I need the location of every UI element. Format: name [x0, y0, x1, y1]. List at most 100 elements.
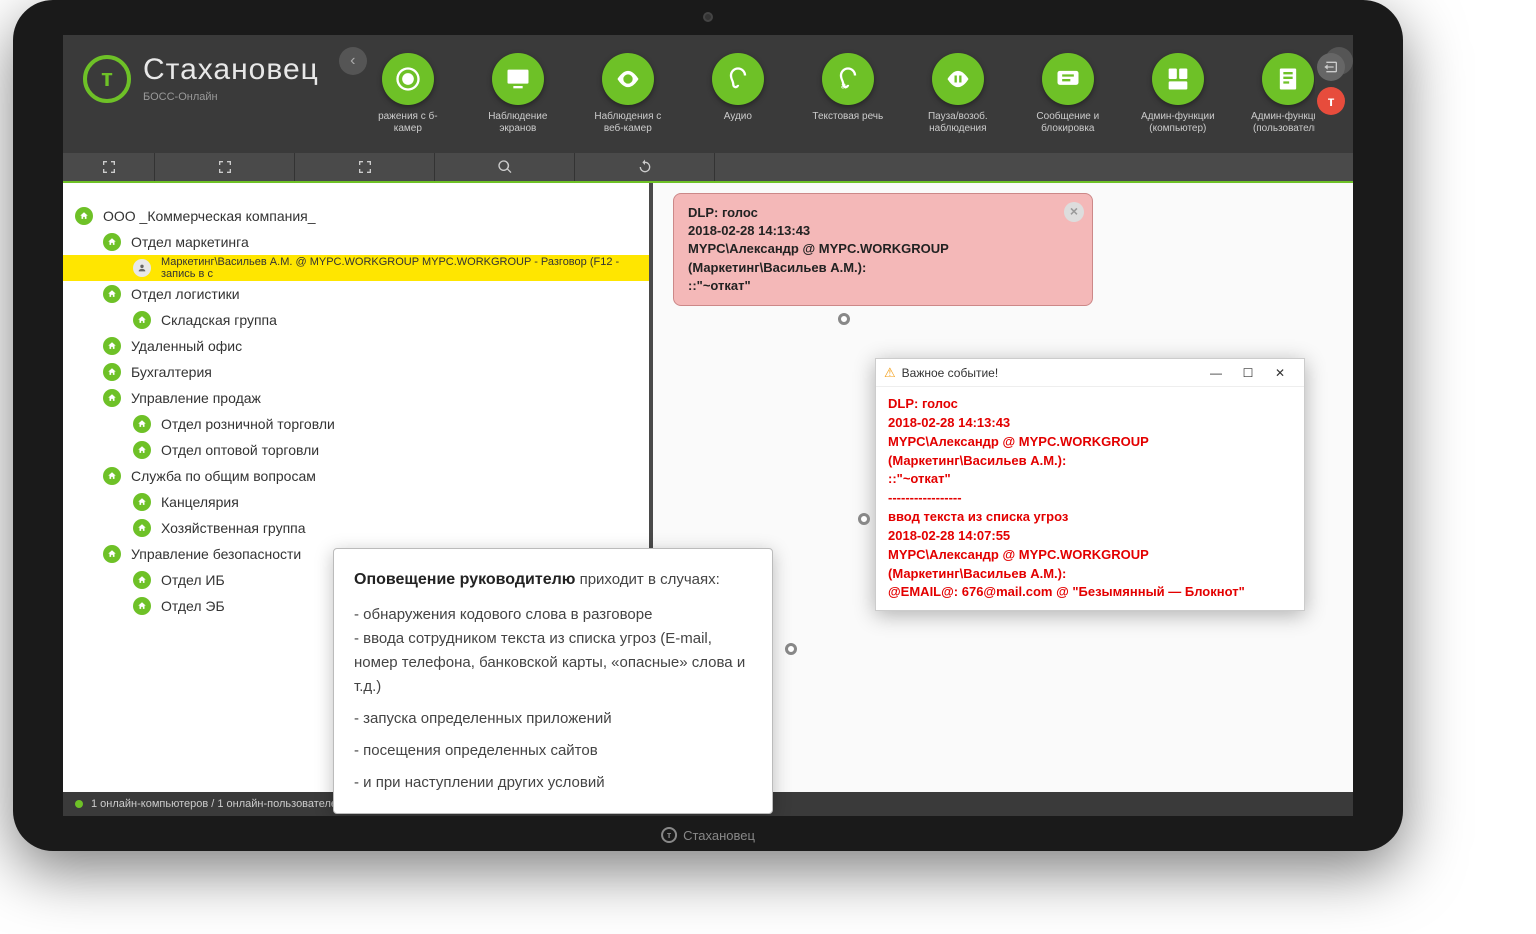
toolbar-label: Наблюдения с веб-камер	[587, 111, 669, 135]
warning-icon: ⚠	[884, 365, 896, 381]
home-icon	[103, 545, 121, 563]
tree-item[interactable]: Отдел маркетинга	[63, 229, 649, 255]
popup-line: MYPC\Александр @ MYPC.WORKGROUP	[888, 433, 1292, 452]
tree-label: Отдел логистики	[131, 286, 240, 302]
popup-titlebar: ⚠ Важное событие! — ☐ ✕	[876, 359, 1304, 387]
webcam-icon	[382, 53, 434, 105]
toolbar-ear-text[interactable]: a Текстовая речь	[807, 53, 889, 123]
logo-block: т Стахановец БОСС-Онлайн	[63, 35, 339, 123]
main-toolbar: ражения с б-камер Наблюдение экранов Наблю…	[367, 35, 1315, 135]
home-icon	[103, 389, 121, 407]
logout-button[interactable]	[1317, 53, 1345, 81]
toolbar-label: ражения с б-камер	[367, 111, 449, 135]
toolbar-eye-cam[interactable]: Наблюдения с веб-камер	[587, 53, 669, 135]
admin-user-icon	[1262, 53, 1314, 105]
tree-item[interactable]: Канцелярия	[63, 489, 649, 515]
tree-label: Складская группа	[161, 312, 277, 328]
header-side-buttons: т	[1317, 53, 1345, 115]
popup-line: MYPC\Александр @ MYPC.WORKGROUP	[888, 546, 1292, 565]
logo-icon: т	[83, 55, 131, 103]
toolbar-message[interactable]: Сообщение и блокировка	[1027, 53, 1109, 135]
toolbar-webcam[interactable]: ражения с б-камер	[367, 53, 449, 135]
admin-pc-icon	[1152, 53, 1204, 105]
close-icon[interactable]: ×	[1064, 202, 1084, 222]
close-button[interactable]: ✕	[1264, 366, 1296, 380]
view-mode-1[interactable]	[63, 153, 155, 181]
screen-icon	[492, 53, 544, 105]
brand-title: Стахановец	[143, 53, 319, 87]
popup-line: ввод текста из списка угроз	[888, 508, 1292, 527]
tree-label: Хозяйственная группа	[161, 520, 306, 536]
tree-item[interactable]: Управление продаж	[63, 385, 649, 411]
popup-line: @EMAIL@: 676@mail.com @ "Безымянный — Бл…	[888, 583, 1292, 602]
popup-line: -----------------	[888, 489, 1292, 508]
home-icon	[103, 363, 121, 381]
toolbar-pause-eye[interactable]: Пауза/возоб. наблюдения	[917, 53, 999, 135]
tree-item[interactable]: Отдел оптовой торговли	[63, 437, 649, 463]
event-popup: ⚠ Важное событие! — ☐ ✕ DLP: голос 2018-…	[875, 358, 1305, 611]
tree-item[interactable]: Отдел логистики	[63, 281, 649, 307]
dlp-line: MYPC\Александр @ MYPC.WORKGROUP	[688, 240, 1078, 258]
toolbar-label: Текстовая речь	[812, 111, 883, 123]
toolbar-label: Сообщение и блокировка	[1027, 111, 1109, 135]
popup-line: (Маркетинг\Васильев А.М.):	[888, 565, 1292, 584]
maximize-button[interactable]: ☐	[1232, 366, 1264, 380]
info-bullet: - посещения определенных сайтов	[354, 739, 752, 763]
tree-item[interactable]: Отдел розничной торговли	[63, 411, 649, 437]
tree-label: Отдел ЭБ	[161, 598, 225, 614]
app-header: т Стахановец БОСС-Онлайн ‹ ражения с б-к…	[63, 35, 1353, 153]
toolbar-admin-user[interactable]: Админ-функции (пользователь)	[1247, 53, 1315, 135]
home-icon	[133, 415, 151, 433]
tree-item[interactable]: Удаленный офис	[63, 333, 649, 359]
svg-text:a: a	[841, 80, 847, 90]
brand-button[interactable]: т	[1317, 87, 1345, 115]
popup-line: ::"~откат"	[888, 470, 1292, 489]
popup-line: DLP: голос	[888, 395, 1292, 414]
tree-item[interactable]: Хозяйственная группа	[63, 515, 649, 541]
status-dot-icon	[75, 800, 83, 808]
toolbar-label: Аудио	[724, 111, 752, 123]
view-mode-3[interactable]	[295, 153, 435, 181]
home-icon	[133, 519, 151, 537]
home-icon	[75, 207, 93, 225]
pause-eye-icon	[932, 53, 984, 105]
view-mode-2[interactable]	[155, 153, 295, 181]
tree-item[interactable]: Бухгалтерия	[63, 359, 649, 385]
ear-icon	[712, 53, 764, 105]
toolbar-admin-pc[interactable]: Админ-функции (компьютер)	[1137, 53, 1219, 135]
home-icon	[133, 493, 151, 511]
user-icon	[133, 259, 151, 277]
dlp-line: (Маркетинг\Васильев А.М.):	[688, 259, 1078, 277]
info-bullet: - и при наступлении других условий	[354, 771, 752, 795]
refresh-button[interactable]	[575, 153, 715, 181]
tree-item[interactable]: ООО _Коммерческая компания_	[63, 203, 649, 229]
toolbar-screen[interactable]: Наблюдение экранов	[477, 53, 559, 135]
search-button[interactable]	[435, 153, 575, 181]
tablet-brand-tag: т Стахановец	[661, 827, 755, 843]
tree-label: Отдел маркетинга	[131, 234, 249, 250]
tree-label: Канцелярия	[161, 494, 239, 510]
brand-subtitle: БОСС-Онлайн	[143, 91, 218, 103]
tree-label: Отдел розничной торговли	[161, 416, 335, 432]
popup-title: Важное событие!	[902, 366, 1200, 380]
main-area: ООО _Коммерческая компания_ Отдел маркети…	[63, 183, 1353, 792]
home-icon	[103, 285, 121, 303]
connector-dot	[785, 643, 797, 655]
tree-item[interactable]: Служба по общим вопросам	[63, 463, 649, 489]
tree-label: Бухгалтерия	[131, 364, 212, 380]
connector-dot	[838, 313, 850, 325]
popup-line: (Маркетинг\Васильев А.М.):	[888, 452, 1292, 471]
home-icon	[133, 311, 151, 329]
tree-label: Управление продаж	[131, 390, 261, 406]
toolbar-ear[interactable]: Аудио	[697, 53, 779, 123]
tree-item[interactable]: Маркетинг\Васильев А.М. @ MYPC.WORKGROUP…	[63, 255, 649, 281]
tree-label: Отдел оптовой торговли	[161, 442, 319, 458]
toolbar-scroll-left[interactable]: ‹	[339, 47, 367, 75]
tree-item[interactable]: Складская группа	[63, 307, 649, 333]
home-icon	[103, 337, 121, 355]
minimize-button[interactable]: —	[1200, 366, 1232, 380]
info-callout: Оповещение руководителю приходит в случа…	[333, 548, 773, 814]
info-bullet: - запуска определенных приложений	[354, 707, 752, 731]
info-title-bold: Оповещение руководителю	[354, 571, 575, 588]
home-icon	[133, 597, 151, 615]
